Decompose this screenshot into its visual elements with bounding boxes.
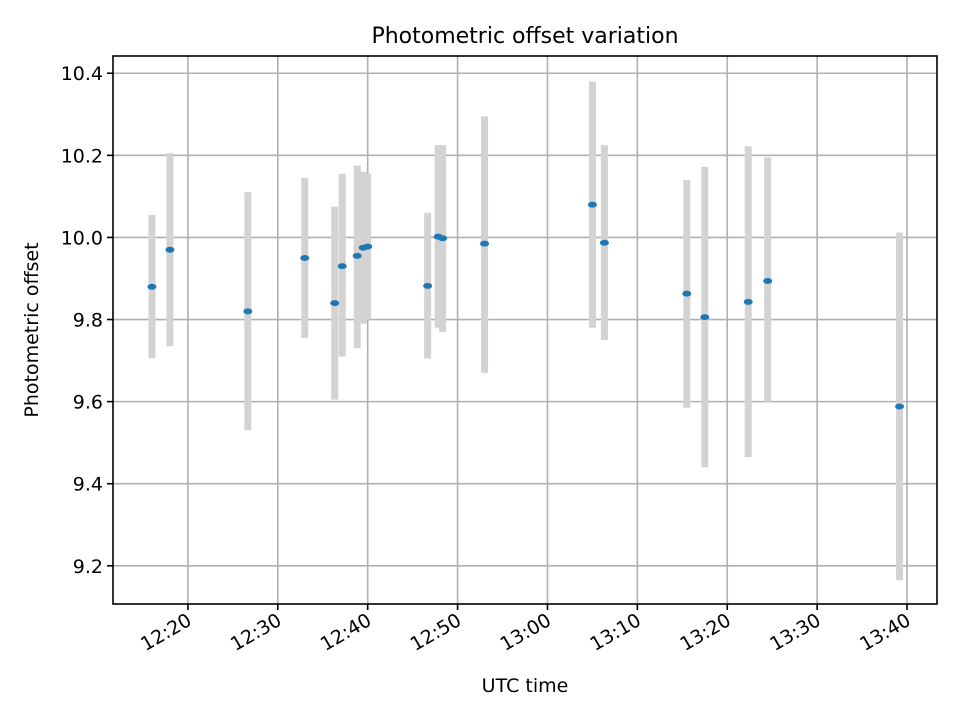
data-point: [599, 239, 609, 246]
data-point: [480, 240, 490, 247]
data-point: [330, 300, 340, 307]
data-point: [438, 235, 448, 242]
x-tick-label: 12:20: [137, 609, 195, 655]
y-tick-label: 10.0: [61, 227, 103, 249]
y-tick-label: 10.4: [61, 63, 103, 85]
grid-lines: [113, 56, 937, 604]
x-tick-label: 12:50: [407, 609, 465, 655]
x-tick-label: 13:10: [586, 609, 644, 655]
y-tick-label: 9.4: [73, 474, 103, 496]
data-point: [147, 283, 157, 290]
data-point: [700, 314, 710, 321]
x-tick-label: 13:40: [856, 609, 914, 655]
data-point: [352, 252, 362, 259]
chart-title: Photometric offset variation: [371, 24, 678, 49]
plot-frame: [112, 55, 938, 605]
y-tick-label: 9.8: [73, 310, 103, 332]
data-point: [243, 308, 253, 315]
data-point: [743, 298, 753, 305]
x-tick-label: 13:00: [497, 609, 555, 655]
data-point: [682, 290, 692, 297]
y-axis-label: Photometric offset: [21, 242, 43, 417]
data-point: [895, 403, 905, 410]
error-bars: [148, 81, 904, 581]
x-tick-label: 12:40: [317, 609, 375, 655]
x-axis-label: UTC time: [482, 675, 569, 697]
x-tick-label: 13:20: [676, 609, 734, 655]
y-tick-label: 9.6: [73, 392, 103, 414]
data-point: [363, 243, 373, 250]
x-tick-label: 12:30: [227, 609, 285, 655]
data-point: [165, 246, 175, 253]
y-tick-label: 9.2: [73, 556, 103, 578]
data-point: [587, 201, 597, 208]
data-points: [147, 201, 905, 410]
data-point: [300, 254, 310, 261]
y-tick-label: 10.2: [61, 145, 103, 167]
data-point: [423, 282, 433, 289]
x-tick-label: 13:30: [766, 609, 824, 655]
data-point: [337, 263, 347, 270]
data-point: [763, 277, 773, 284]
